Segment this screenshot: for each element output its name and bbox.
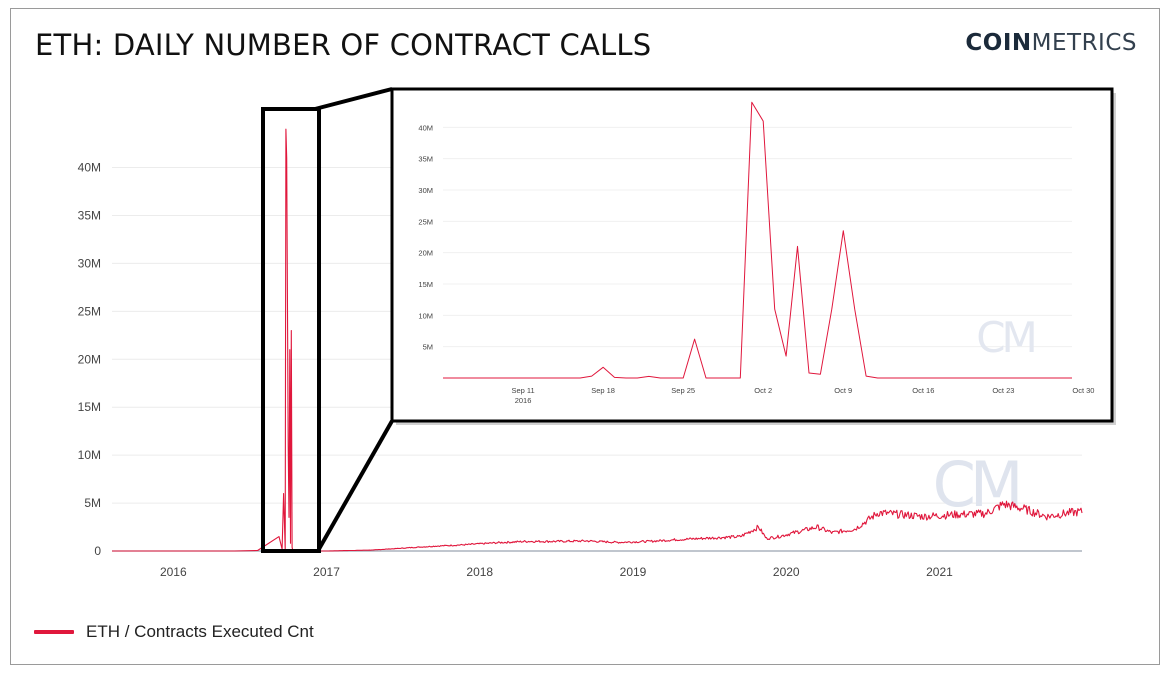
inset-y-tick-label: 15M bbox=[418, 280, 433, 289]
main-y-axis: 0 5M 10M 15M 20M 25M 30M 35M 40M bbox=[78, 161, 102, 558]
main-x-tick-label: 2016 bbox=[160, 565, 187, 579]
main-series-line bbox=[112, 128, 1083, 552]
inset-y-tick-label: 10M bbox=[418, 311, 433, 320]
inset-x-tick-label: Sep 25 bbox=[671, 386, 695, 395]
inset-y-tick-label: 30M bbox=[418, 186, 433, 195]
inset-box bbox=[390, 87, 1114, 423]
inset-y-tick-label: 20M bbox=[418, 249, 433, 258]
main-y-tick-label: 40M bbox=[78, 161, 101, 175]
inset-y-tick-label: 25M bbox=[418, 217, 433, 226]
main-y-tick-label: 0 bbox=[94, 544, 101, 558]
main-x-tick-label: 2018 bbox=[466, 565, 493, 579]
inset-x-tick-label: Oct 23 bbox=[992, 386, 1014, 395]
main-x-axis: 2016 2017 2018 2019 2020 2021 bbox=[160, 565, 953, 579]
inset-y-tick-label: 35M bbox=[418, 155, 433, 164]
cm-watermark-inset: CM bbox=[976, 313, 1034, 362]
main-y-tick-label: 5M bbox=[84, 496, 101, 510]
legend: ETH / Contracts Executed Cnt bbox=[34, 622, 314, 642]
cm-watermark-main: CM bbox=[933, 448, 1018, 521]
highlight-rect bbox=[261, 107, 321, 553]
main-x-tick-label: 2021 bbox=[926, 565, 953, 579]
inset-x-tick-label: 2016 bbox=[515, 396, 532, 405]
main-y-tick-label: 10M bbox=[78, 448, 101, 462]
inset-y-tick-label: 40M bbox=[418, 123, 433, 132]
connector-top bbox=[314, 87, 393, 111]
inset-x-tick-label: Oct 16 bbox=[912, 386, 934, 395]
legend-label: ETH / Contracts Executed Cnt bbox=[86, 622, 314, 641]
main-x-tick-label: 2020 bbox=[773, 565, 800, 579]
logo-light-text: METRICS bbox=[1031, 30, 1137, 56]
inset-series-line bbox=[443, 101, 1072, 379]
main-y-tick-label: 30M bbox=[78, 256, 101, 270]
highlight-box bbox=[261, 87, 394, 553]
main-series bbox=[112, 128, 1083, 552]
coinmetrics-logo: COINMETRICS bbox=[965, 30, 1137, 56]
main-y-tick-label: 15M bbox=[78, 400, 101, 414]
inset-y-tick-label: 5M bbox=[423, 343, 433, 352]
connector-bottom bbox=[317, 420, 394, 550]
main-x-tick-label: 2017 bbox=[313, 565, 340, 579]
main-y-tick-label: 20M bbox=[78, 352, 101, 366]
main-x-tick-label: 2019 bbox=[620, 565, 647, 579]
inset-x-tick-label: Sep 18 bbox=[591, 386, 615, 395]
inset-x-tick-label: Sep 11 bbox=[511, 386, 534, 395]
logo-bold-text: COIN bbox=[965, 30, 1032, 56]
inset-x-tick-label: Oct 2 bbox=[754, 386, 772, 395]
inset-x-tick-label: Oct 30 bbox=[1072, 386, 1094, 395]
legend-swatch bbox=[34, 630, 74, 634]
inset-x-tick-label: Oct 9 bbox=[834, 386, 852, 395]
chart-title: ETH: DAILY NUMBER OF CONTRACT CALLS bbox=[35, 28, 652, 62]
main-y-tick-label: 35M bbox=[78, 208, 101, 222]
main-y-tick-label: 25M bbox=[78, 304, 101, 318]
